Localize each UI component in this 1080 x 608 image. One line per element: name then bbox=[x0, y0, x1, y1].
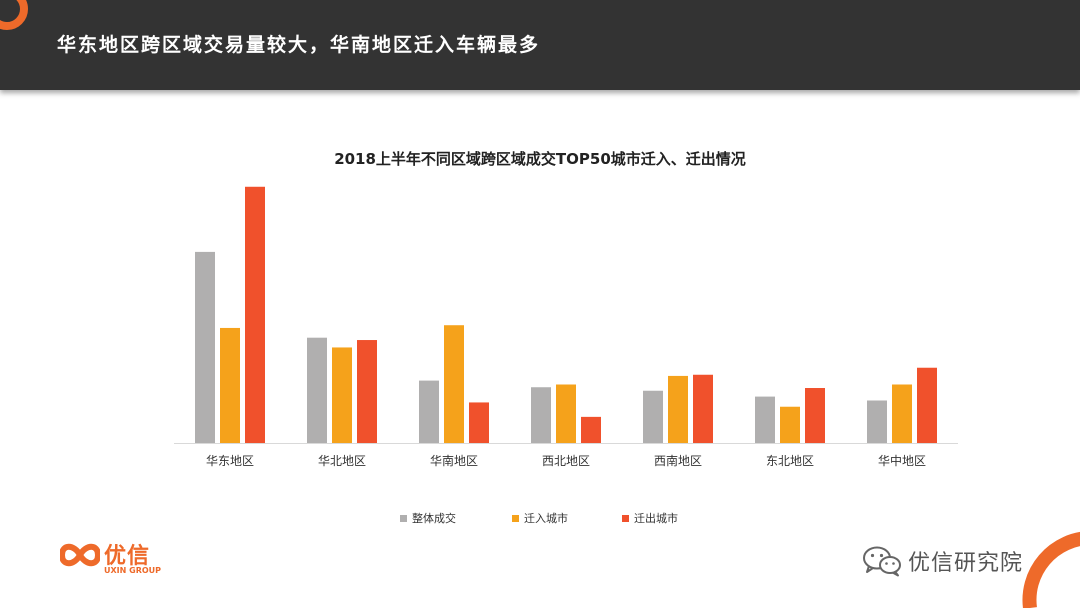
bar-整体成交-华中地区 bbox=[867, 400, 887, 443]
bar-整体成交-东北地区 bbox=[755, 396, 775, 443]
legend-swatch bbox=[622, 514, 629, 522]
bar-迁出城市-西北地区 bbox=[581, 416, 601, 443]
wechat-watermark: 优信研究院 bbox=[862, 544, 1023, 578]
page-title: 华东地区跨区域交易量较大，华南地区迁入车辆最多 bbox=[57, 34, 541, 56]
uxin-logo: 优信 UXIN GROUP bbox=[60, 538, 170, 578]
x-tick-label: 华南地区 bbox=[430, 453, 478, 468]
chart-legend: 整体成交 迁入城市 迁出城市 bbox=[0, 510, 1080, 530]
header-bar: 华东地区跨区域交易量较大，华南地区迁入车辆最多 bbox=[0, 0, 1080, 90]
bar-迁出城市-华中地区 bbox=[917, 367, 937, 443]
bar-迁入城市-华南地区 bbox=[444, 325, 464, 443]
bar-迁入城市-华北地区 bbox=[332, 347, 352, 443]
wechat-icon bbox=[863, 546, 901, 577]
bar-迁出城市-华北地区 bbox=[357, 340, 377, 443]
bar-chart: 华东地区 华北地区 华南地区 西北地区 西南地区 东北地区 华中地区 bbox=[174, 186, 958, 468]
bar-整体成交-华北地区 bbox=[307, 337, 327, 443]
bar-整体成交-西南地区 bbox=[643, 390, 663, 443]
bar-迁出城市-东北地区 bbox=[805, 388, 825, 443]
legend-item: 迁出城市 bbox=[622, 510, 678, 526]
bar-迁出城市-华南地区 bbox=[469, 402, 489, 443]
bar-整体成交-华东地区 bbox=[195, 251, 215, 443]
logo-text-en: UXIN GROUP bbox=[104, 566, 162, 575]
bar-迁入城市-华中地区 bbox=[892, 384, 912, 443]
legend-label: 迁入城市 bbox=[524, 512, 568, 525]
legend-swatch bbox=[400, 514, 407, 522]
corner-arc-decoration bbox=[1022, 532, 1080, 608]
bar-迁入城市-西南地区 bbox=[668, 375, 688, 443]
legend-swatch bbox=[512, 514, 519, 522]
x-tick-label: 东北地区 bbox=[766, 454, 814, 468]
bar-整体成交-华南地区 bbox=[419, 380, 439, 443]
bar-迁出城市-华东地区 bbox=[245, 186, 265, 443]
bar-迁入城市-西北地区 bbox=[556, 384, 576, 443]
uxin-logo-icon bbox=[60, 543, 100, 567]
x-tick-label: 西南地区 bbox=[654, 453, 702, 468]
legend-item: 整体成交 bbox=[400, 510, 456, 526]
x-tick-label: 西北地区 bbox=[542, 454, 590, 468]
watermark-text: 优信研究院 bbox=[908, 551, 1024, 576]
bar-迁入城市-东北地区 bbox=[780, 406, 800, 443]
legend-item: 迁入城市 bbox=[512, 510, 568, 526]
legend-label: 迁出城市 bbox=[634, 512, 678, 525]
logo-text-cn: 优信 bbox=[104, 544, 151, 569]
legend-label: 整体成交 bbox=[412, 512, 456, 525]
x-tick-label: 华北地区 bbox=[318, 454, 366, 468]
x-tick-label: 华中地区 bbox=[878, 453, 926, 468]
ring-decoration-icon bbox=[0, 0, 28, 30]
chart-title: 2018上半年不同区域跨区域成交TOP50城市迁入、迁出情况 bbox=[334, 150, 746, 168]
x-tick-label: 华东地区 bbox=[206, 454, 254, 468]
bar-迁出城市-西南地区 bbox=[693, 374, 713, 443]
bar-整体成交-西北地区 bbox=[531, 387, 551, 443]
bar-迁入城市-华东地区 bbox=[220, 327, 240, 443]
